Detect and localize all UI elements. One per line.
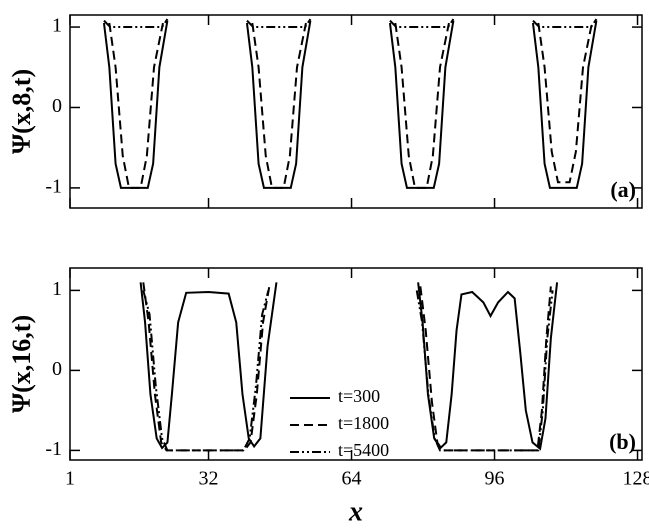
panel-label: (b) [609, 429, 636, 454]
y-tick-label: -1 [45, 438, 62, 460]
x-tick-label: 96 [485, 468, 505, 490]
y-axis-label: Ψ(x,16,t) [7, 315, 36, 413]
x-tick-label: 1 [65, 468, 75, 490]
x-tick-label: 64 [342, 468, 362, 490]
y-tick-label: 1 [52, 278, 62, 300]
legend-label: t=1800 [338, 413, 389, 433]
y-axis-label: Ψ(x,8,t) [7, 69, 36, 154]
x-axis-label: x [348, 496, 363, 527]
legend-label: t=5400 [338, 440, 389, 460]
series-line [103, 18, 598, 29]
series-line [102, 20, 598, 189]
panel-label: (a) [610, 177, 636, 202]
series-line [142, 282, 552, 452]
x-tick-label: 128 [623, 468, 649, 490]
series-line [142, 290, 554, 452]
y-tick-label: 0 [52, 95, 62, 117]
plot-frame [69, 267, 643, 461]
x-tick-label: 32 [199, 468, 219, 490]
series-line [108, 22, 593, 189]
y-tick-label: 0 [52, 358, 62, 380]
y-tick-label: 1 [52, 15, 62, 37]
y-tick-label: -1 [45, 175, 62, 197]
legend-label: t=300 [338, 386, 380, 406]
plot-frame [69, 14, 643, 209]
